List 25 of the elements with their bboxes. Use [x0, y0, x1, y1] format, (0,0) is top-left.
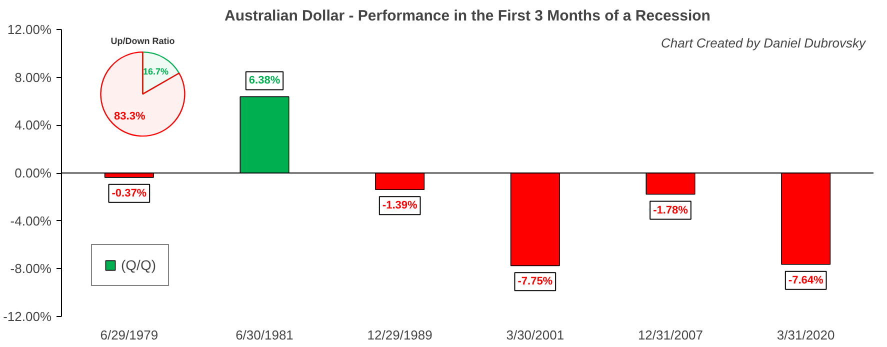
x-tick-label: 3/31/2020 [776, 328, 835, 342]
annotation: Chart Created by Daniel Dubrovsky [661, 36, 867, 50]
x-tick-label: 3/30/2001 [506, 328, 564, 342]
chart-title: Australian Dollar - Performance in the First 3 Months of a Recession [224, 8, 710, 24]
y-tick-label: 4.00% [14, 118, 52, 133]
y-tick-label: 12.00% [7, 22, 52, 37]
data-label: -1.78% [653, 204, 688, 216]
data-label: -1.39% [382, 200, 418, 212]
data-label: -7.64% [788, 274, 824, 286]
y-tick-label: -12.00% [3, 309, 52, 324]
y-tick-label: -8.00% [10, 261, 52, 276]
x-tick-label: 12/31/2007 [638, 328, 704, 342]
y-tick-label: 8.00% [14, 70, 52, 85]
data-label: -0.37% [112, 187, 147, 200]
legend-label: (Q/Q) [121, 257, 156, 273]
y-tick-label: -4.00% [10, 213, 52, 228]
x-tick-label: 6/30/1981 [236, 328, 294, 342]
chart-title: Up/Down Ratio [110, 36, 176, 46]
data-label: 16.7% [142, 66, 169, 77]
data-label: 83.3% [114, 110, 146, 123]
y-tick-label: 0.00% [14, 166, 52, 180]
x-tick-label: 6/29/1979 [100, 328, 158, 342]
data-label: 6.38% [248, 74, 280, 87]
data-label: -7.75% [518, 276, 553, 288]
x-tick-label: 12/29/1989 [367, 328, 432, 342]
